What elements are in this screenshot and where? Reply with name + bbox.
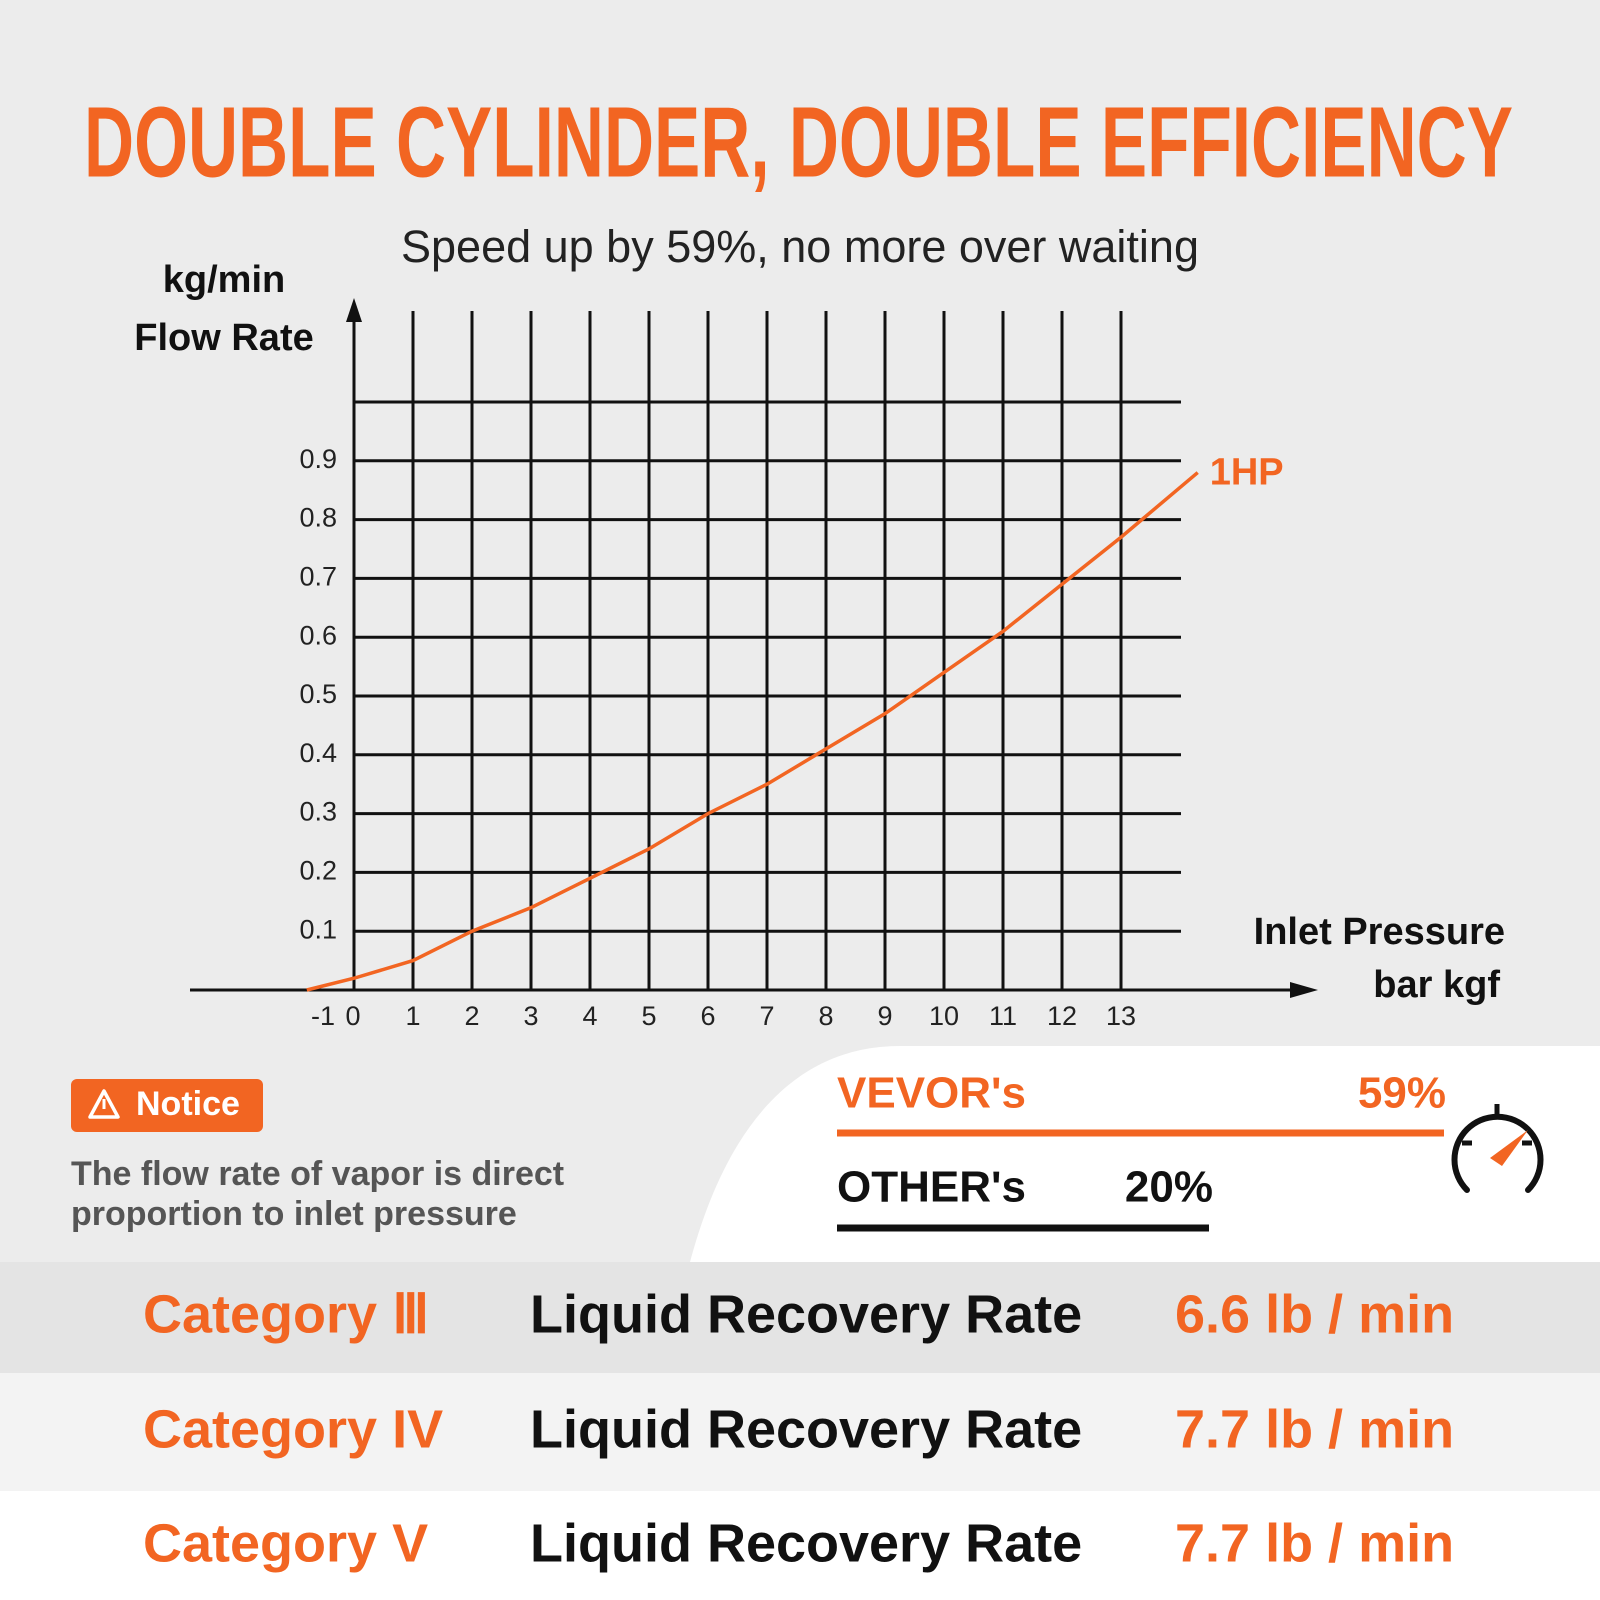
comparison-panel [690,1046,1600,1262]
y-axis-label: Flow Rate [134,317,313,359]
x-tick-label: 8 [818,1001,833,1031]
table-cell: Liquid Recovery Rate [530,1399,1082,1459]
x-tick-label: 2 [464,1001,479,1031]
table-cell: Liquid Recovery Rate [530,1513,1082,1573]
subtitle: Speed up by 59%, no more over waiting [401,221,1199,272]
comparison-name: OTHER's [837,1163,1026,1212]
x-axis-arrow [1290,982,1318,998]
x-tick-label: 6 [700,1001,715,1031]
y-tick-label: 0.1 [299,914,337,944]
comparison-value: 20% [1125,1163,1213,1212]
table-row [0,1373,1600,1491]
notice-text: proportion to inlet pressure [71,1195,517,1233]
y-tick-label: 0.3 [299,797,337,827]
notice-label: Notice [136,1085,240,1123]
gauge-icon [1451,1104,1544,1193]
notice-badge [71,1079,263,1132]
x-tick-label: 10 [929,1001,959,1031]
table: Category Ⅲ Liquid Recovery Rate 6.6 lb / m… [143,1284,1454,1573]
series-line [306,471,1199,992]
y-axis-unit: kg/min [163,259,285,301]
y-tick-label: 0.8 [299,503,337,533]
comparison-name: VEVOR's [837,1069,1026,1118]
warning-icon [88,1089,120,1119]
y-tick-label: 0.4 [299,738,337,768]
x-tick-label: 3 [523,1001,538,1031]
x-axis-label: Inlet Pressure [1254,911,1505,953]
notice-text: The flow rate of vapor is direct [71,1155,564,1193]
chart: 0.10.20.30.40.50.60.70.80.9-1 0 1 2 3 4 5 6 7 8 9 1… [190,298,1318,1031]
x-tick-label: 1 [405,1001,420,1031]
y-tick-label: 0.9 [299,444,337,474]
y-axis-arrow [346,298,362,322]
table-cell: Category V [143,1513,428,1573]
table-cell: Liquid Recovery Rate [530,1284,1082,1344]
y-tick-label: 0.5 [299,679,337,709]
table-cell: 6.6 lb / min [1175,1284,1454,1344]
comparison-value: 59% [1358,1069,1446,1118]
x-axis-unit: bar kgf [1373,964,1500,1006]
table-cell: Category Ⅲ [143,1284,429,1344]
title: DOUBLE CYLINDER, DOUBLE EFFICIENCY [84,86,1513,198]
table-cell: 7.7 lb / min [1175,1513,1454,1573]
table-row [0,1491,1600,1600]
x-tick-label: 11 [989,1001,1017,1031]
y-tick-label: 0.6 [299,620,337,650]
x-tick-label: 13 [1106,1001,1136,1031]
series-label: 1HP [1210,452,1284,494]
x-tick-label: 4 [582,1001,597,1031]
x-tick-label: 5 [641,1001,656,1031]
table-cell: Category IV [143,1399,443,1459]
x-tick-label: 7 [759,1001,774,1031]
x-tick-label: 12 [1047,1001,1077,1031]
table-cell: 7.7 lb / min [1175,1399,1454,1459]
x-tick-label: -1 [311,1001,335,1031]
y-tick-label: 0.2 [299,856,337,886]
y-tick-label: 0.7 [299,562,337,592]
table-row [0,1262,1600,1373]
x-tick-label: 9 [877,1001,892,1031]
x-tick-label: 0 [345,1001,360,1031]
